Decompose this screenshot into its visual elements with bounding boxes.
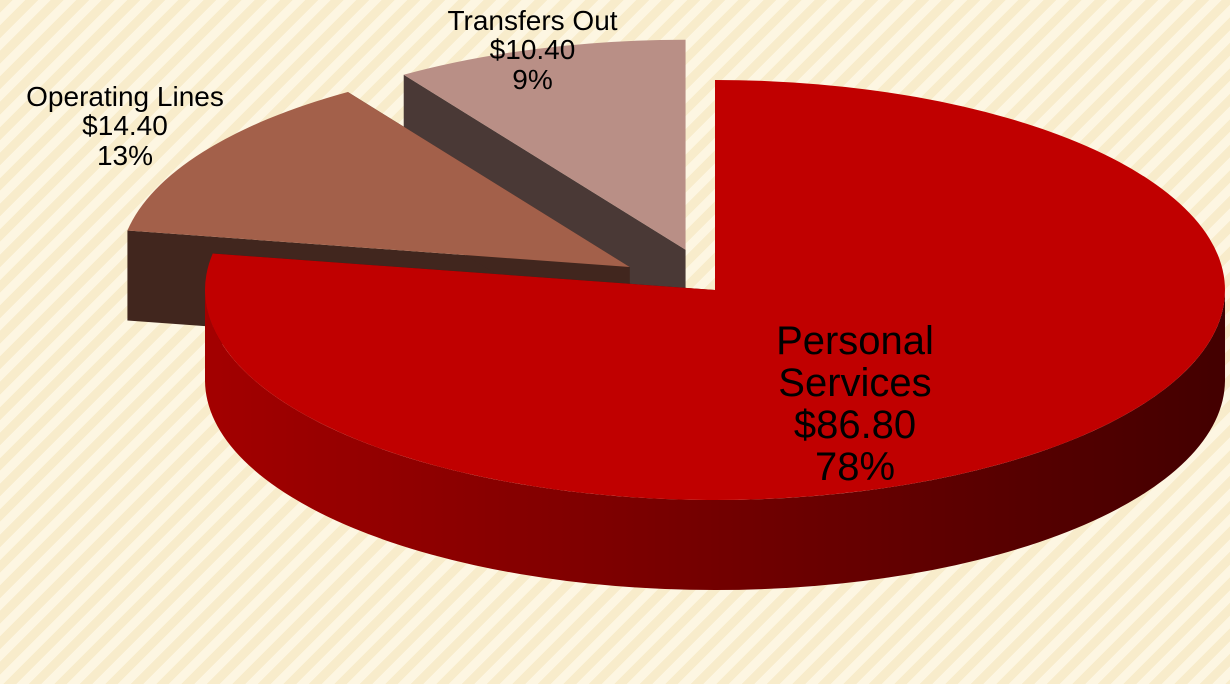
- pie-slice: [205, 80, 1225, 590]
- value-label: $14.40: [82, 110, 168, 142]
- category-label: Transfers Out: [447, 5, 618, 36]
- slice-rim: [205, 290, 1225, 590]
- slice-label: Operating Lines $14.40 13%: [0, 81, 255, 171]
- category-label: Operating Lines: [26, 81, 224, 112]
- value-label: $86.80: [793, 403, 917, 447]
- percent-label: 9%: [512, 63, 553, 95]
- percent-label: 78%: [814, 445, 896, 489]
- value-label: $10.40: [489, 34, 576, 66]
- slice-label: Transfers Out $10.40 9%: [410, 5, 655, 95]
- slice-top: [205, 80, 1225, 501]
- category-label: Personal Services: [776, 319, 934, 405]
- slice-label: Personal Services $86.80 78%: [740, 320, 970, 488]
- slice-top: [127, 91, 630, 267]
- slice-top: [403, 39, 686, 250]
- percent-label: 13%: [96, 139, 154, 171]
